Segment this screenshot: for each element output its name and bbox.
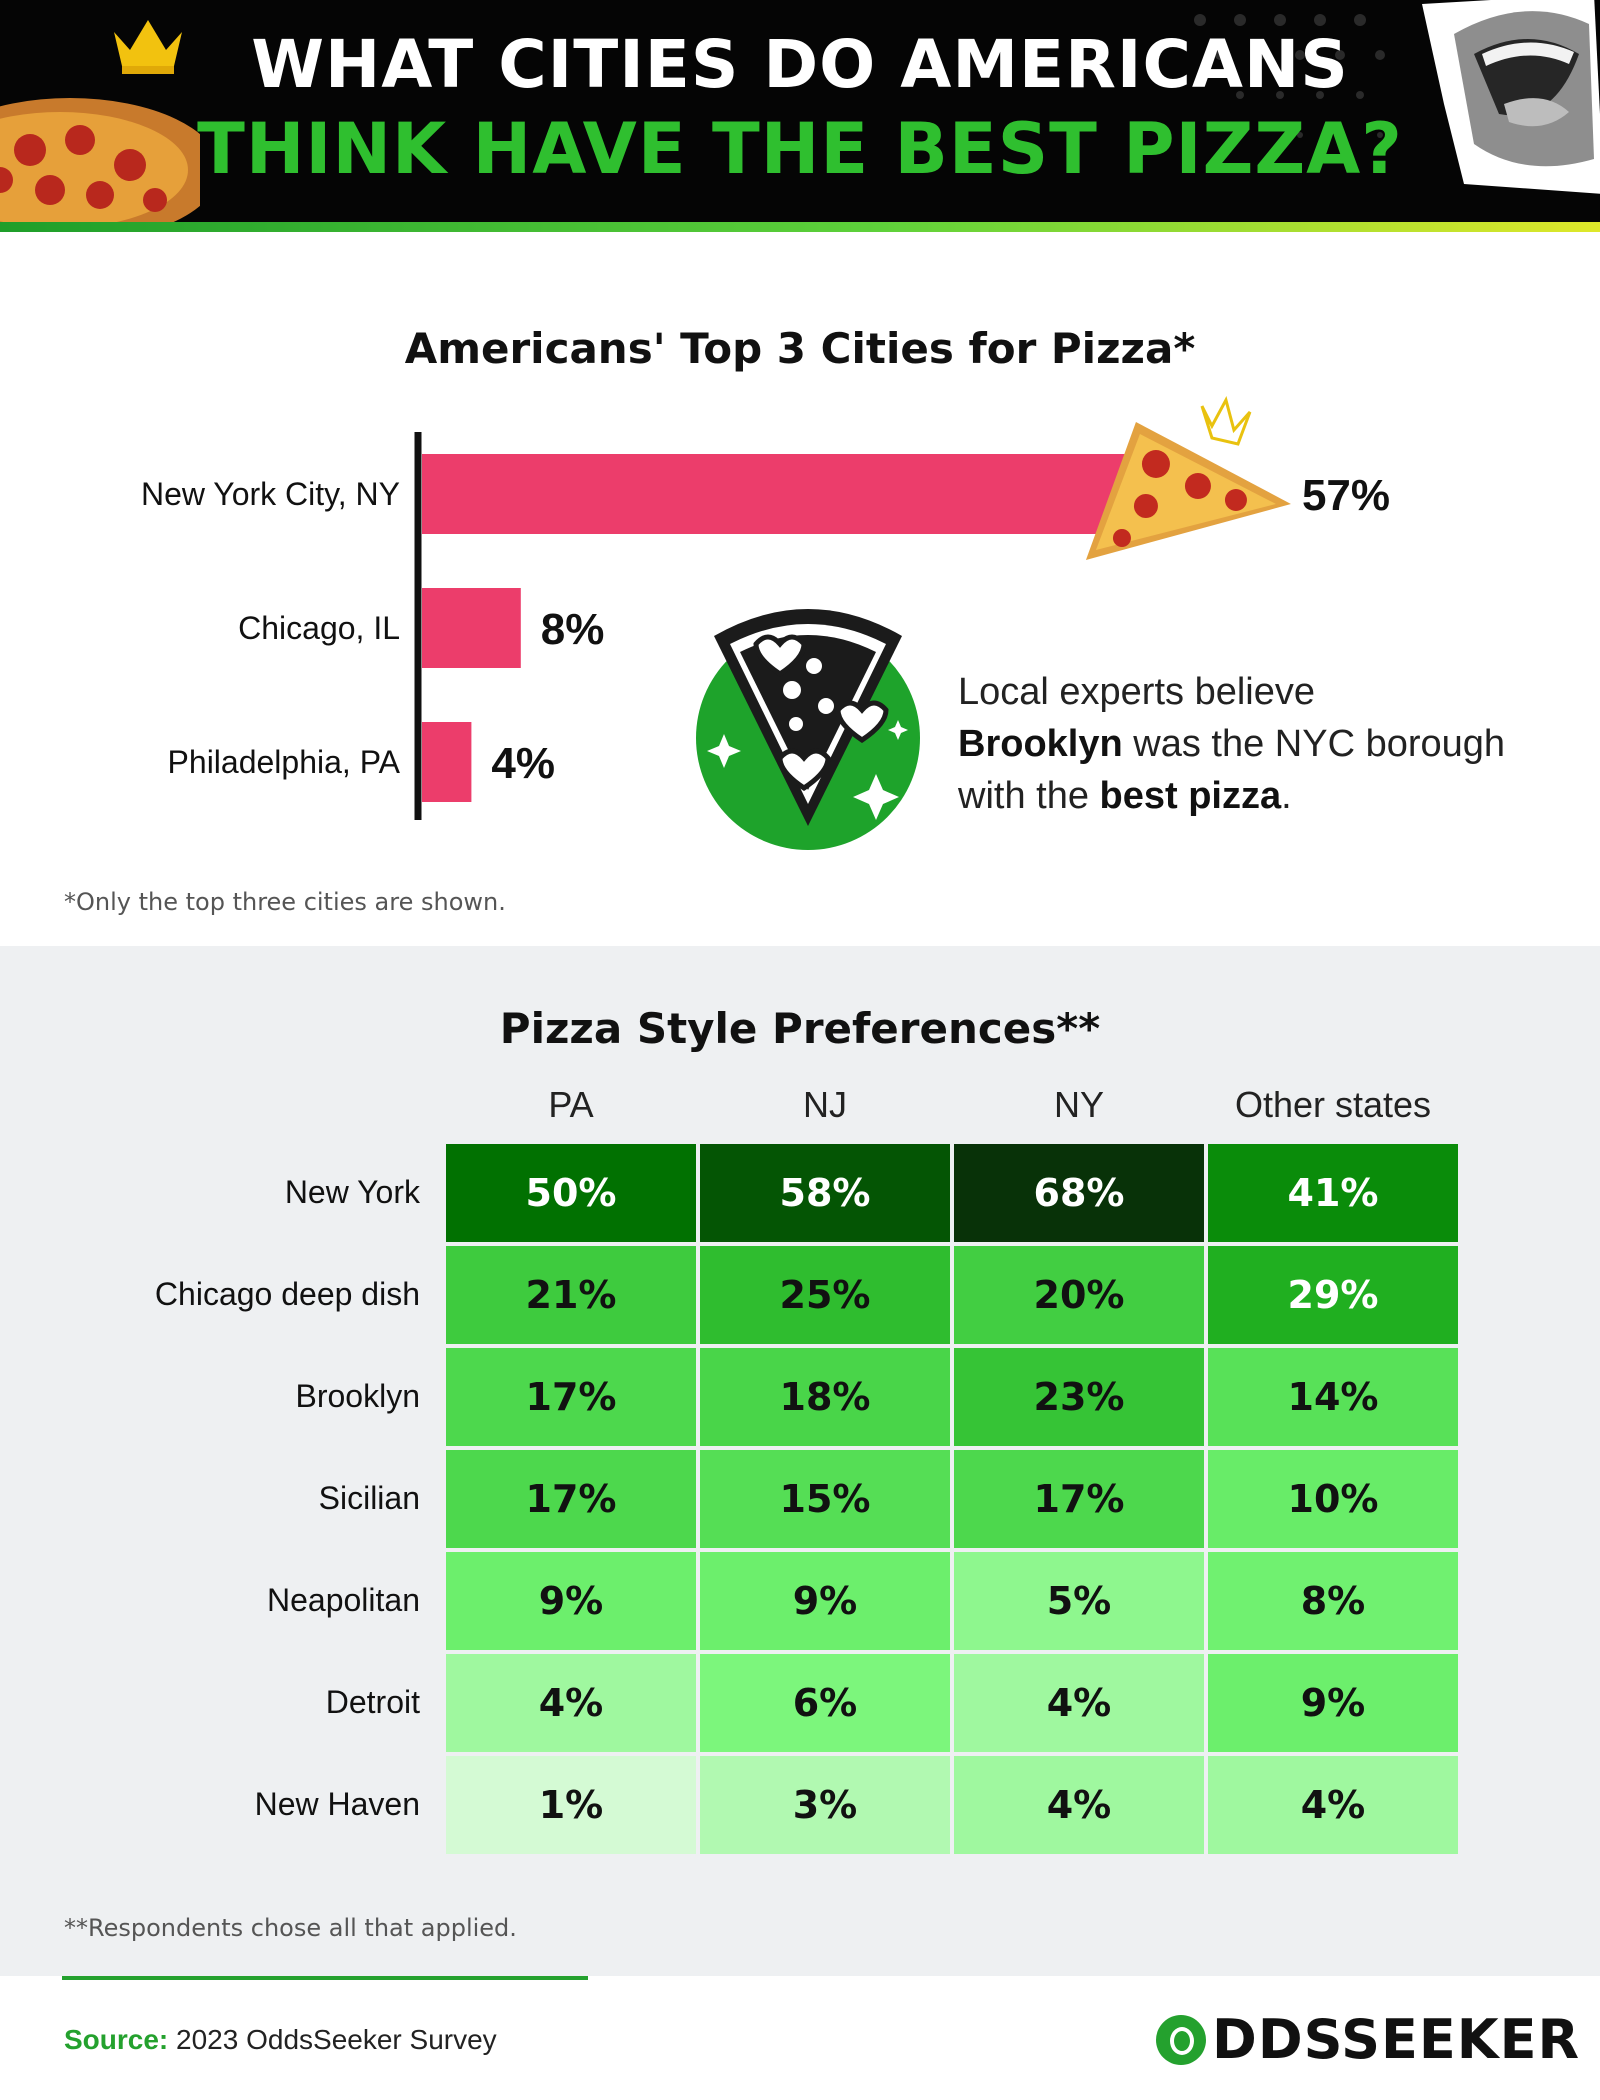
heatmap-cell: 25% bbox=[700, 1246, 950, 1344]
header-banner: WHAT CITIES DO AMERICANS THINK HAVE THE … bbox=[0, 0, 1600, 222]
heatmap-title: Pizza Style Preferences** bbox=[499, 1004, 1101, 1053]
bar-1 bbox=[422, 588, 521, 668]
style-preferences-footnote: **Respondents chose all that applied. bbox=[64, 1914, 517, 1942]
heatmap-cell: 41% bbox=[1208, 1144, 1458, 1242]
heatmap-cell: 3% bbox=[700, 1756, 950, 1854]
heatmap-cell: 23% bbox=[954, 1348, 1204, 1446]
callout-bold-best-pizza: best pizza bbox=[1099, 775, 1282, 817]
column-header-1: NJ bbox=[803, 1084, 847, 1125]
heatmap-cell: 4% bbox=[954, 1654, 1204, 1752]
column-header-2: NY bbox=[1053, 1084, 1104, 1125]
pizza-slice-image bbox=[1085, 395, 1291, 560]
callout-text-mid: was the NYC borough with the bbox=[958, 723, 1506, 817]
heatmap-cell: 4% bbox=[1208, 1756, 1458, 1854]
top-cities-bar-chart: New York City, NY 57% Chicago, IL 8% Philade… bbox=[141, 395, 1390, 820]
heatmap-cell: 1% bbox=[446, 1756, 696, 1854]
heatmap-cell: 15% bbox=[700, 1450, 950, 1548]
category-label-2: Philadelphia, PA bbox=[168, 744, 401, 780]
source-label: Source: bbox=[64, 2024, 169, 2055]
callout-text-end: . bbox=[1281, 775, 1292, 817]
heatmap-cell: 9% bbox=[1208, 1654, 1458, 1752]
heatmap-cell: 17% bbox=[446, 1450, 696, 1548]
top-cities-section: Americans' Top 3 Cities for Pizza* New Y… bbox=[0, 232, 1600, 946]
bar-0 bbox=[422, 454, 1126, 534]
heatmap-cell: 8% bbox=[1208, 1552, 1458, 1650]
row-label-6: New Haven bbox=[254, 1786, 420, 1822]
heatmap-cell: 18% bbox=[700, 1348, 950, 1446]
row-label-5: Detroit bbox=[325, 1684, 420, 1720]
category-label-1: Chicago, IL bbox=[238, 610, 400, 646]
row-label-0: New York bbox=[284, 1174, 420, 1210]
crown-icon bbox=[114, 20, 182, 74]
heatmap-cell: 14% bbox=[1208, 1348, 1458, 1446]
heatmap-cell: 68% bbox=[954, 1144, 1204, 1242]
heatmap-cell: 29% bbox=[1208, 1246, 1458, 1344]
heatmap-cell: 20% bbox=[954, 1246, 1204, 1344]
heatmap-cell: 6% bbox=[700, 1654, 950, 1752]
title-line-1: WHAT CITIES DO AMERICANS bbox=[251, 26, 1349, 103]
oddsseeker-logo-icon bbox=[1156, 2014, 1206, 2065]
column-header-3: Other states bbox=[1234, 1084, 1432, 1125]
brooklyn-callout-text: Local experts believe Brooklyn was the N… bbox=[958, 666, 1558, 822]
callout-bold-brooklyn: Brooklyn bbox=[958, 723, 1123, 765]
heatmap-cell: 9% bbox=[446, 1552, 696, 1650]
title-line-2: THINK HAVE THE BEST PIZZA? bbox=[197, 108, 1403, 190]
source-text: 2023 OddsSeeker Survey bbox=[168, 2024, 497, 2055]
row-label-3: Sicilian bbox=[318, 1480, 420, 1516]
open-mouth-image bbox=[1422, 0, 1600, 194]
header-accent-stripe bbox=[0, 222, 1600, 232]
bar-2 bbox=[422, 722, 472, 802]
category-label-0: New York City, NY bbox=[141, 476, 400, 512]
heatmap-cell: 21% bbox=[446, 1246, 696, 1344]
dot-pattern bbox=[1194, 14, 1385, 138]
heatmap-cell: 4% bbox=[954, 1756, 1204, 1854]
value-label-1: 8% bbox=[541, 605, 605, 654]
value-label-2: 4% bbox=[491, 739, 555, 788]
column-header-0: PA bbox=[548, 1084, 594, 1125]
heatmap-cell: 58% bbox=[700, 1144, 950, 1242]
heatmap-cell: 50% bbox=[446, 1144, 696, 1242]
row-label-2: Brooklyn bbox=[295, 1378, 421, 1414]
style-preferences-section: Pizza Style Preferences** PA NJ NY Other st… bbox=[0, 946, 1600, 1976]
pizza-image bbox=[0, 98, 200, 222]
heatmap-cell: 17% bbox=[446, 1348, 696, 1446]
source-citation: Source: 2023 OddsSeeker Survey bbox=[64, 2024, 497, 2056]
footer: Source: 2023 OddsSeeker Survey DDSSEEKER bbox=[0, 1976, 1600, 2100]
value-label-0: 57% bbox=[1302, 471, 1390, 520]
heatmap-cell: 4% bbox=[446, 1654, 696, 1752]
oddsseeker-logo: DDSSEEKER bbox=[1156, 2008, 1580, 2071]
heatmap-cell: 10% bbox=[1208, 1450, 1458, 1548]
heatmap-cell: 17% bbox=[954, 1450, 1204, 1548]
pizza-slice-hearts-icon bbox=[696, 609, 920, 850]
footer-divider bbox=[62, 1976, 588, 1980]
bar-chart-title: Americans' Top 3 Cities for Pizza* bbox=[404, 324, 1196, 373]
row-label-1: Chicago deep dish bbox=[154, 1276, 420, 1312]
callout-text-start: Local experts believe bbox=[958, 671, 1315, 713]
heatmap-cell: 5% bbox=[954, 1552, 1204, 1650]
logo-wordmark: DDSSEEKER bbox=[1212, 2008, 1581, 2071]
heatmap-cell: 9% bbox=[700, 1552, 950, 1650]
top-cities-footnote: *Only the top three cities are shown. bbox=[64, 888, 506, 916]
row-label-4: Neapolitan bbox=[267, 1582, 420, 1618]
